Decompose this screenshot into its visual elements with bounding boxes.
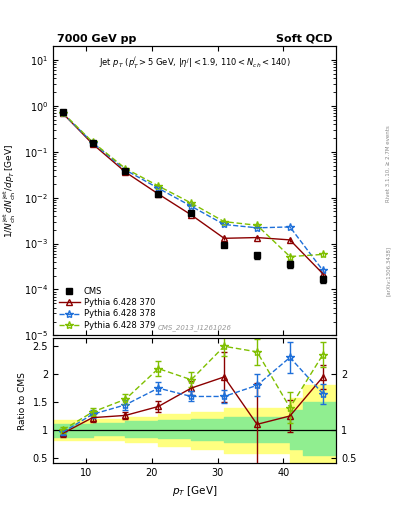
Y-axis label: Ratio to CMS: Ratio to CMS (18, 372, 27, 430)
X-axis label: $p_T$ [GeV]: $p_T$ [GeV] (172, 484, 217, 498)
Text: Jet $p_T$ ($p_T^j$$>$5 GeV, $|\eta^j|$$<$1.9, 110$<$$N_{ch}$$<$140): Jet $p_T$ ($p_T^j$$>$5 GeV, $|\eta^j|$$<… (99, 55, 290, 71)
Text: Soft QCD: Soft QCD (275, 33, 332, 44)
Legend: CMS, Pythia 6.428 370, Pythia 6.428 378, Pythia 6.428 379: CMS, Pythia 6.428 370, Pythia 6.428 378,… (57, 286, 157, 331)
Text: 7000 GeV pp: 7000 GeV pp (57, 33, 136, 44)
Text: [arXiv:1306.3438]: [arXiv:1306.3438] (386, 246, 391, 296)
Text: CMS_2013_I1261026: CMS_2013_I1261026 (158, 324, 231, 331)
Text: Rivet 3.1.10, ≥ 2.7M events: Rivet 3.1.10, ≥ 2.7M events (386, 125, 391, 202)
Y-axis label: $1/N_\mathrm{ch}^\mathrm{jet}\,dN_\mathrm{ch}^\mathrm{jet}/dp_T\,[\mathrm{GeV}]$: $1/N_\mathrm{ch}^\mathrm{jet}\,dN_\mathr… (2, 143, 18, 238)
